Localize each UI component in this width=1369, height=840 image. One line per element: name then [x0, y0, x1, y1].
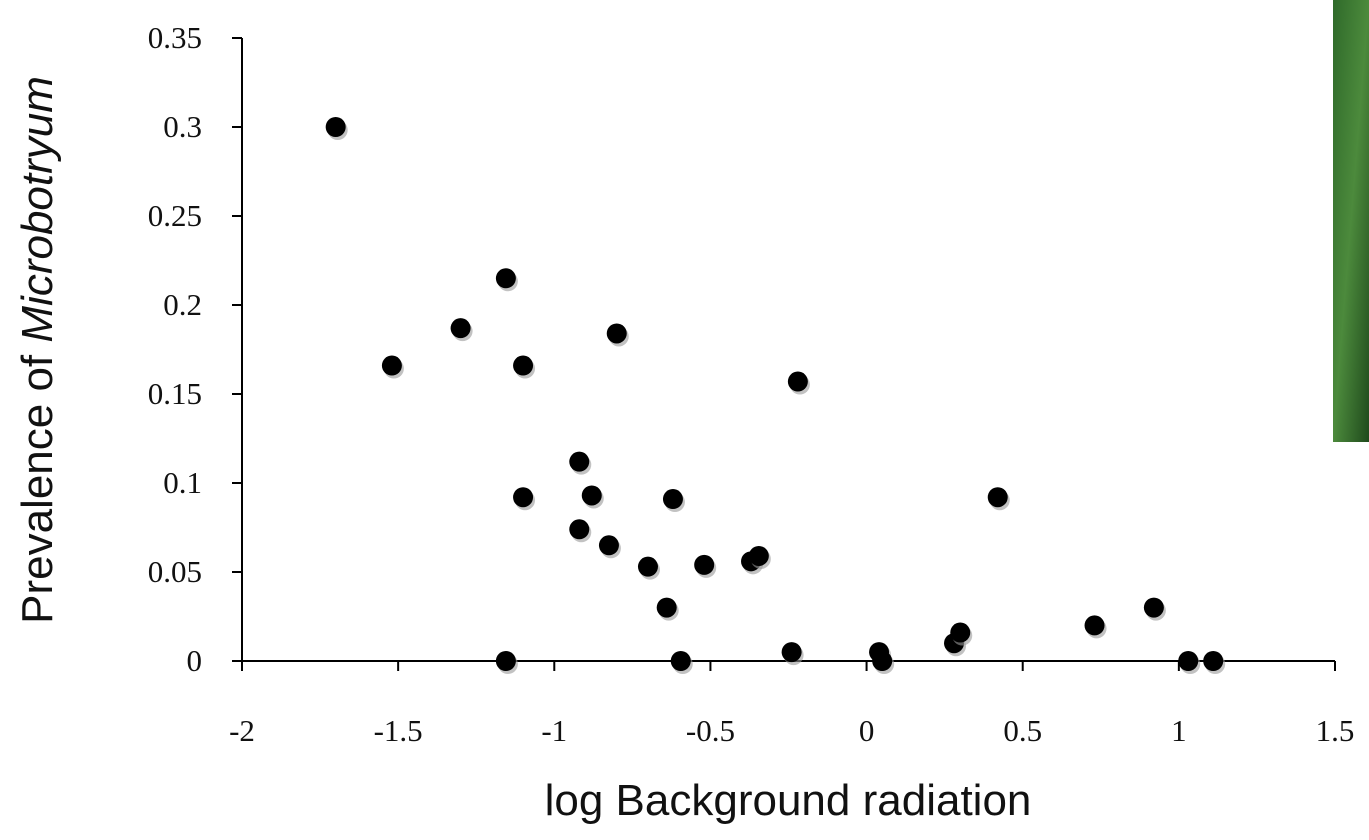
x-tick-label: 0.5 [1003, 713, 1042, 748]
y-axis-title-plain: Prevalence of [13, 354, 62, 624]
point [872, 651, 893, 671]
point [381, 355, 402, 376]
y-axis-title: Prevalence of Microbotryum [13, 76, 62, 624]
point [781, 642, 802, 663]
point [325, 117, 346, 137]
x-tick-label: -1 [541, 713, 567, 748]
y-tick-label: 0.2 [163, 287, 202, 322]
point [598, 535, 619, 556]
point [656, 597, 677, 618]
point [1203, 651, 1224, 671]
point [450, 318, 471, 339]
point [1143, 597, 1164, 618]
point [495, 651, 516, 671]
y-tick-label: 0.15 [148, 376, 202, 411]
y-axis-title-italic: Microbotryum [13, 76, 62, 343]
point [637, 556, 658, 577]
point [513, 487, 534, 508]
point [569, 451, 590, 472]
x-tick-label: -2 [229, 713, 255, 748]
point [581, 485, 602, 506]
y-tick-label: 0.35 [148, 20, 202, 55]
point [787, 371, 808, 392]
point [987, 487, 1008, 508]
photo [1333, 0, 1369, 442]
x-axis-title: log Background radiation [545, 776, 1032, 825]
y-tick-label: 0.3 [163, 109, 202, 144]
x-tick-label: -0.5 [686, 713, 735, 748]
y-tick-label: 0.1 [163, 465, 202, 500]
point [513, 355, 534, 376]
y-tick-label: 0 [187, 643, 203, 678]
point [748, 545, 769, 566]
point [569, 519, 590, 540]
point [1084, 615, 1105, 636]
point [950, 622, 971, 643]
y-tick-label: 0.25 [148, 198, 202, 233]
x-tick-label: 1 [1171, 713, 1187, 748]
point [694, 554, 715, 575]
x-tick-label: 1.5 [1316, 713, 1355, 748]
point [495, 268, 516, 289]
point [662, 489, 683, 510]
point [670, 651, 691, 671]
point [606, 323, 627, 344]
y-tick-label: 0.05 [148, 554, 202, 589]
point [1178, 651, 1199, 671]
x-tick-label: -1.5 [374, 713, 423, 748]
x-tick-label: 0 [859, 713, 875, 748]
